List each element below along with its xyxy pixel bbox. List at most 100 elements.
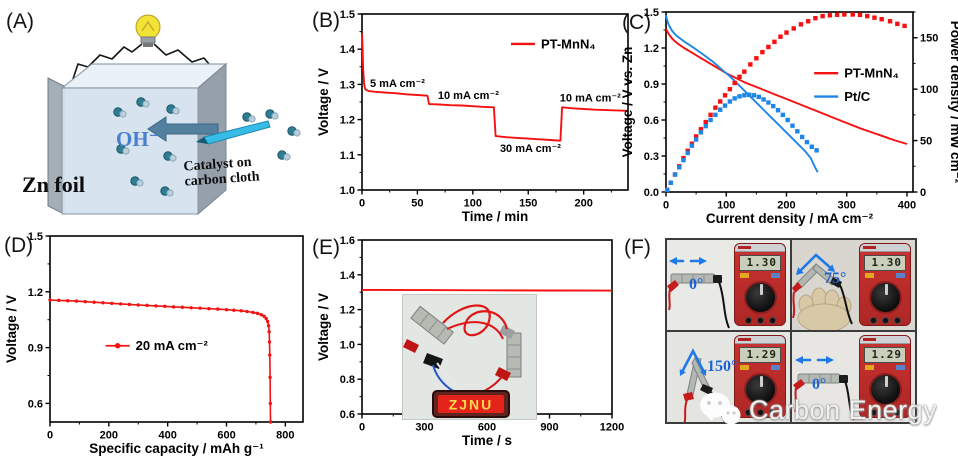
chart-b-rate-test: 0 50 100 150 200 1.0 1.1 1.2 1.3 1.4 1.5 Time / min… [316, 9, 629, 224]
arrowhead-right [700, 369, 707, 376]
electrolyte-molecules [113, 97, 180, 197]
svg-text:0.9: 0.9 [644, 79, 659, 91]
series [361, 33, 629, 142]
red-clip [667, 280, 679, 292]
watermark-text: Carbon Energy [749, 394, 938, 425]
svg-text:0.9: 0.9 [28, 343, 43, 355]
svg-text:200: 200 [100, 430, 118, 442]
axis-labels: Specific capacity / mAh g⁻¹ Voltage / V [4, 295, 264, 456]
svg-text:1.2: 1.2 [644, 43, 659, 55]
red-clip-left [403, 339, 419, 353]
svg-text:0: 0 [920, 187, 926, 199]
svg-text:1.2: 1.2 [340, 305, 355, 317]
catalyst-label: Catalyst on carbon cloth [183, 154, 260, 190]
panel-label-f: (F) [624, 236, 651, 259]
svg-text:Voltage / V: Voltage / V [4, 295, 19, 363]
multimeter-dial [743, 281, 777, 314]
svg-text:1.4: 1.4 [340, 44, 356, 56]
multimeter-brand-strip [860, 336, 910, 344]
svg-text:200: 200 [574, 198, 592, 210]
multimeter: 1.29 [734, 335, 786, 418]
svg-text:Pt/C: Pt/C [844, 89, 871, 104]
svg-text:50: 50 [920, 136, 932, 148]
multimeter-dial [743, 373, 777, 406]
svg-text:1.5: 1.5 [28, 231, 43, 243]
led-display-screen [438, 395, 504, 413]
wire-left [71, 43, 143, 83]
battery-right [506, 332, 522, 378]
photo-flat-0deg-1: 1.30 0° [667, 240, 790, 330]
voltage-reading: 1.29 [871, 348, 902, 361]
voltage-reading: 1.30 [746, 256, 777, 269]
axis-labels: Time / s Voltage / V [316, 293, 512, 448]
multimeter-buttons [735, 271, 785, 278]
red-clip [792, 282, 802, 293]
panel-label-d: (D) [4, 234, 34, 257]
angle-label: 150° [707, 358, 738, 375]
svg-text:1.5: 1.5 [644, 7, 659, 19]
legend: PT-MnN₄ Pt/C [814, 66, 899, 104]
svg-text:PT-MnN₄: PT-MnN₄ [541, 36, 596, 51]
series [48, 298, 273, 424]
svg-text:0.3: 0.3 [644, 151, 659, 163]
axis-labels: Time / min Voltage / V [316, 68, 528, 224]
axis-labels: Current density / mA cm⁻² Voltage / V vs.… [620, 21, 958, 226]
blue-button [771, 273, 780, 278]
svg-text:1.2: 1.2 [28, 287, 43, 299]
voltage-reading: 1.30 [871, 256, 902, 269]
red-wire [792, 291, 796, 319]
multimeter-ports [860, 317, 910, 324]
flexible-battery-photo-grid: 1.30 0° 1. [665, 238, 917, 424]
angle-label: 75° [824, 270, 847, 287]
arrowhead-right [826, 356, 834, 364]
air-molecules [242, 109, 301, 161]
svg-text:600: 600 [478, 422, 496, 434]
inset-photo-zjnu-demo: ZJNU [402, 294, 537, 420]
arrowhead-left [669, 257, 677, 265]
svg-text:0.6: 0.6 [28, 398, 43, 410]
multimeter: 1.30 [734, 243, 786, 326]
axes: 0 100 200 300 400 0.0 0.3 0.6 0.9 1.2 1.5 0 50 100 150 [644, 7, 939, 212]
svg-text:1.6: 1.6 [340, 235, 355, 247]
inset-drawing: ZJNU [403, 304, 522, 418]
panel-label-b: (B) [312, 9, 340, 32]
blue-button [896, 273, 905, 278]
ion-flow-arrow [147, 116, 219, 142]
schematic-drawing [47, 14, 301, 216]
svg-text:20 mA cm⁻²: 20 mA cm⁻² [136, 338, 209, 353]
svg-text:Time / min: Time / min [462, 209, 529, 224]
multimeter-brand-strip [735, 336, 785, 344]
svg-text:200: 200 [777, 200, 795, 212]
multimeter: 1.29 [859, 335, 911, 418]
photo-flat-0deg-2: 1.29 0° [792, 332, 915, 422]
svg-text:1.2: 1.2 [340, 115, 355, 127]
svg-text:100: 100 [717, 200, 735, 212]
multimeter-buttons [860, 271, 910, 278]
series [361, 288, 613, 292]
multimeter-lcd: 1.29 [739, 347, 781, 363]
bulb-base [140, 36, 156, 44]
svg-text:Voltage / V vs. Zn: Voltage / V vs. Zn [620, 47, 635, 158]
tank-top-face [60, 63, 228, 89]
svg-text:0.8: 0.8 [340, 374, 355, 386]
bulb-contact [143, 43, 153, 47]
chart-c-polarization-power: 0 100 200 300 400 0.0 0.3 0.6 0.9 1.2 1.5 0 50 100 150… [620, 7, 958, 226]
bulb-filament [141, 20, 155, 32]
svg-text:150: 150 [920, 33, 938, 45]
black-wire [718, 281, 730, 329]
svg-text:30 mA cm⁻²: 30 mA cm⁻² [500, 143, 561, 155]
multimeter: 1.30 [859, 243, 911, 326]
angle-label: 0° [689, 276, 704, 293]
svg-text:1.4: 1.4 [340, 270, 356, 282]
svg-text:Power density / mW cm⁻²: Power density / mW cm⁻² [948, 21, 958, 184]
multimeter-lcd: 1.29 [864, 347, 906, 363]
svg-text:1.0: 1.0 [340, 339, 355, 351]
multimeter-brand-strip [860, 244, 910, 252]
svg-text:900: 900 [540, 422, 558, 434]
red-clip [683, 392, 694, 401]
chart-area: 0 50 100 150 200 1.0 1.1 1.2 1.3 1.4 1.5 Time / min… [316, 9, 629, 224]
multimeter-dial [868, 281, 902, 314]
svg-text:50: 50 [411, 198, 423, 210]
svg-text:400: 400 [158, 430, 176, 442]
